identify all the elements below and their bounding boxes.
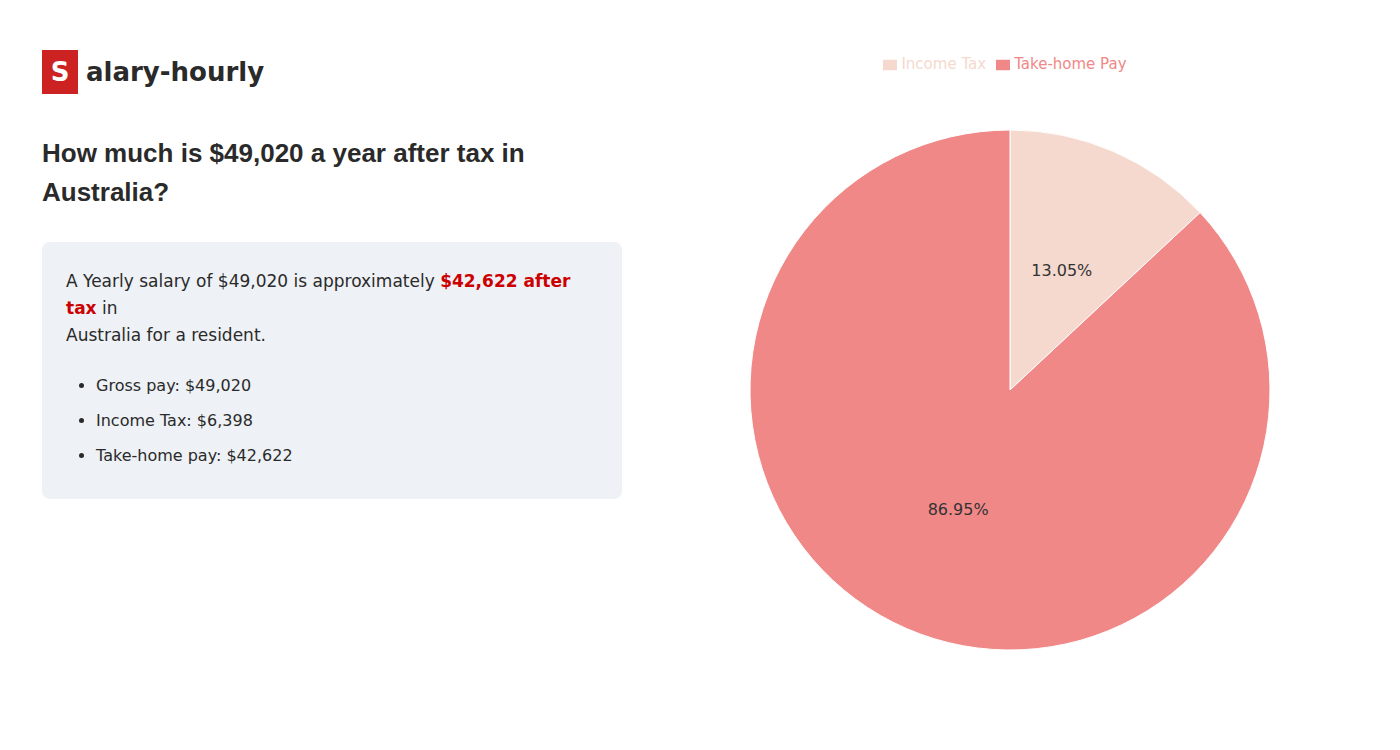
html-text:S: S: [50, 57, 70, 87]
html-text:Take-home pay: $42,622: Take-home pay: $42,622: [96, 445, 293, 465]
html-text:Take-home Pay: Take-home Pay: [1014, 55, 1127, 73]
svg-text:86.95%: 86.95%: [928, 500, 989, 519]
html-text:A Yearly salary of $49,020 is: A Yearly salary of $49,020 is approximat…: [66, 271, 571, 319]
html-text:How much is $49,020 a year aft: How much is $49,020 a year after tax in: [42, 138, 525, 168]
html-text:Gross pay: $49,020: Gross pay: $49,020: [96, 375, 252, 395]
html-text:Income Tax: $6,398: Income Tax: $6,398: [96, 410, 253, 430]
html-text:Income Tax: Income Tax: [901, 55, 987, 73]
html-text:Australia?: Australia?: [42, 177, 170, 207]
html-text:alary-hourly: alary-hourly: [86, 57, 265, 87]
html-text:Australia for a resident.: Australia for a resident.: [66, 325, 266, 346]
svg-text:13.05%: 13.05%: [1031, 261, 1092, 280]
